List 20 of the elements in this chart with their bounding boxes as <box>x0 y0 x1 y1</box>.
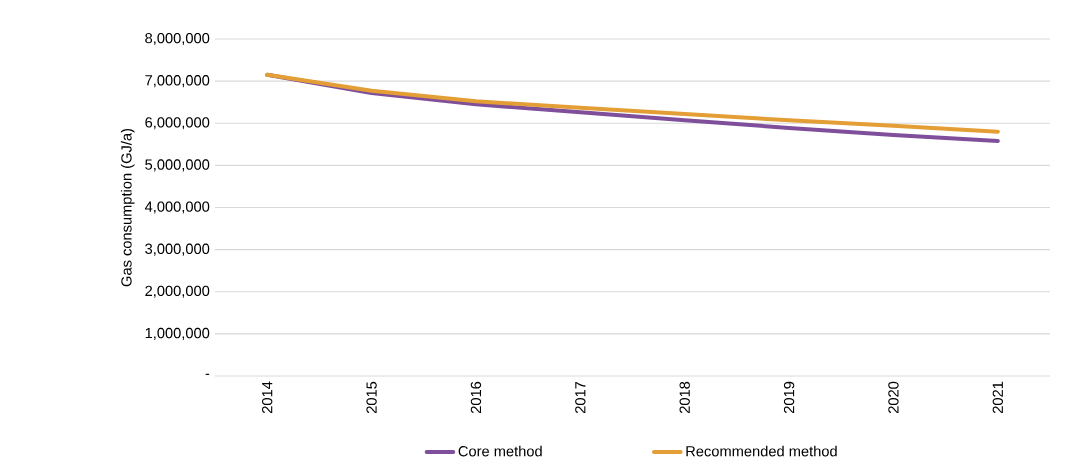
x-tick-label: 2020 <box>888 381 899 414</box>
x-tick-label: 2018 <box>679 381 690 414</box>
x-tick-label: 2015 <box>366 381 377 414</box>
legend-label: Recommended method <box>686 445 837 457</box>
y-tick-label: 6,000,000 <box>145 117 210 130</box>
y-tick-label: 1,000,000 <box>145 327 210 340</box>
y-axis-title: Gas consumption (GJ/a) <box>120 128 135 287</box>
legend-label: Core method <box>458 445 542 457</box>
x-tick-label: 2017 <box>575 381 586 414</box>
x-tick-label: 2021 <box>992 381 1004 414</box>
y-tick-label: - <box>205 373 210 375</box>
y-tick-label: 5,000,000 <box>145 159 210 172</box>
x-tick-label: 2016 <box>470 381 482 414</box>
y-tick-label: 3,000,000 <box>145 243 210 256</box>
y-tick-label: 8,000,000 <box>145 32 210 46</box>
x-tick-label: 2019 <box>783 381 795 414</box>
y-tick-label: 4,000,000 <box>144 201 210 214</box>
y-tick-label: 7,000,000 <box>145 75 210 88</box>
y-tick-label: 2,000,000 <box>145 285 210 298</box>
x-tick-label: 2014 <box>262 381 273 414</box>
